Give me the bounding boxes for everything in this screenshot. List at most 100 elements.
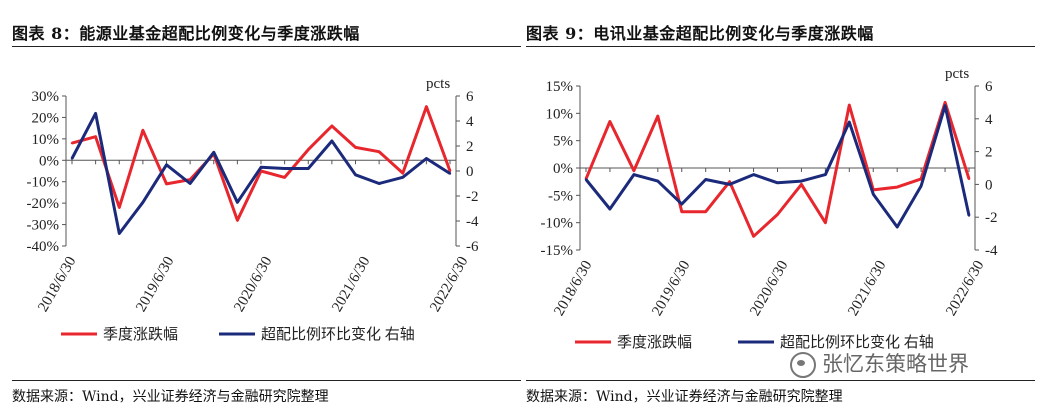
data-point [943, 101, 947, 104]
data-point [680, 202, 683, 206]
data-point [824, 221, 827, 224]
left-axis-tick-label: -15% [541, 243, 574, 259]
x-axis-tick-label: 2021/6/30 [845, 258, 889, 319]
data-point [283, 167, 286, 170]
left-axis-tick-label: 5% [553, 134, 573, 150]
right-axis-tick-label: 4 [466, 114, 474, 130]
source-rule [526, 380, 1035, 381]
right-axis-unit-label: pcts [426, 76, 450, 92]
chart-panel-telecom: 图表 9：电讯业基金超配比例变化与季度涨跌幅 -15% -10% -5% 0% 5% 10… [520, 0, 1035, 414]
data-point [188, 182, 192, 185]
data-point [307, 167, 310, 170]
data-point [895, 225, 899, 229]
data-point [70, 141, 74, 145]
right-axis-unit-label: pcts [945, 66, 969, 82]
data-point [307, 148, 310, 151]
data-point [800, 179, 803, 183]
chart-panel-energy: 图表 8：能源业基金超配比例变化与季度涨跌幅 -40% -30% -20% -10% 0… [6, 0, 521, 414]
data-point [425, 157, 428, 160]
right-axis-tick-label: 0 [985, 177, 993, 193]
legend-label: 超配比例环比变化 右轴 [261, 326, 415, 343]
line-chart-energy: -40% -30% -20% -10% 0% 10% 20% 30% -6 -4 -2 0 2 4 6 pct… [27, 76, 479, 343]
data-point [141, 129, 145, 132]
chart-title: 图表 9：电讯业基金超配比例变化与季度涨跌幅 [526, 24, 874, 43]
right-axis-tick-label: 6 [466, 89, 474, 105]
data-point [188, 178, 192, 181]
data-point [118, 206, 121, 209]
data-point [632, 173, 636, 176]
x-axis-tick-label: 2020/6/30 [747, 258, 791, 319]
data-point [94, 135, 97, 138]
data-point [212, 151, 215, 154]
data-point [919, 184, 923, 188]
title-rule [526, 46, 1035, 47]
data-point [608, 207, 612, 211]
left-axis-tick-label: -10% [541, 216, 574, 232]
left-axis-tick-label: -10% [27, 175, 60, 191]
left-axis-tick-label: 15% [546, 79, 574, 95]
data-point [943, 104, 947, 107]
data-point [401, 176, 404, 179]
data-point [895, 185, 899, 189]
right-axis-tick-label: 2 [466, 139, 474, 155]
chart-title: 图表 8：能源业基金超配比例变化与季度涨跌幅 [12, 24, 360, 43]
left-axis-tick-label: 30% [32, 89, 60, 105]
data-point [728, 183, 731, 186]
wechat-logo-icon [790, 352, 816, 379]
data-point [848, 120, 851, 124]
data-point [584, 178, 588, 181]
data-point [354, 173, 357, 176]
data-point [632, 169, 636, 172]
data-point [141, 201, 145, 204]
watermark: 张忆东策略世界 [790, 348, 969, 379]
x-axis-tick-label: 2020/6/30 [231, 254, 275, 315]
data-point [728, 180, 731, 183]
data-point [656, 179, 660, 183]
data-point [165, 182, 168, 186]
x-axis-tick-label: 2022/6/30 [943, 258, 987, 319]
line-chart-telecom: -15% -10% -5% 0% 5% 10% 15% -4 -2 0 2 4 6 pcts 2018/6/… [541, 66, 998, 351]
data-point [330, 124, 334, 128]
data-point [704, 210, 707, 213]
x-axis-tick-label: 2019/6/30 [133, 254, 177, 315]
data-point [776, 181, 779, 184]
x-axis-tick-label: 2018/6/30 [35, 254, 79, 315]
data-point [752, 173, 755, 176]
data-point [236, 201, 239, 204]
right-axis-tick-label: 4 [985, 112, 993, 128]
source-note: 数据来源：Wind，兴业证券经济与金融研究院整理 [526, 389, 843, 405]
left-axis-tick-label: -5% [548, 188, 573, 204]
data-point [800, 183, 803, 186]
data-point [330, 139, 334, 143]
left-axis-tick-label: 0% [553, 161, 573, 177]
left-axis-tick-label: -40% [27, 239, 60, 255]
data-point [608, 120, 612, 123]
data-point [425, 105, 428, 108]
data-point [704, 178, 707, 181]
data-point [848, 103, 851, 107]
data-point [94, 112, 97, 115]
right-axis-tick-label: -4 [466, 214, 479, 230]
data-point [752, 235, 755, 238]
data-point [824, 173, 827, 176]
data-point [377, 182, 381, 185]
x-axis-tick-label: 2022/6/30 [427, 254, 471, 315]
data-point [283, 176, 286, 179]
right-axis-tick-label: 2 [985, 145, 993, 161]
x-axis-tick-label: 2019/6/30 [649, 258, 693, 319]
data-point [872, 193, 875, 196]
data-point [354, 146, 357, 149]
legend-label: 季度涨跌幅 [617, 334, 692, 351]
data-point [656, 114, 660, 118]
data-point [236, 219, 239, 222]
legend-label: 季度涨跌幅 [103, 326, 178, 343]
data-point [259, 166, 263, 169]
watermark-text: 张忆东策略世界 [822, 353, 969, 376]
left-axis-tick-label: 0% [39, 153, 59, 169]
data-point [776, 213, 779, 216]
data-point [967, 214, 971, 217]
left-axis-tick-label: -20% [27, 196, 60, 212]
data-point [967, 177, 971, 181]
data-point [118, 232, 121, 235]
series-line-overweight-change [584, 104, 971, 229]
